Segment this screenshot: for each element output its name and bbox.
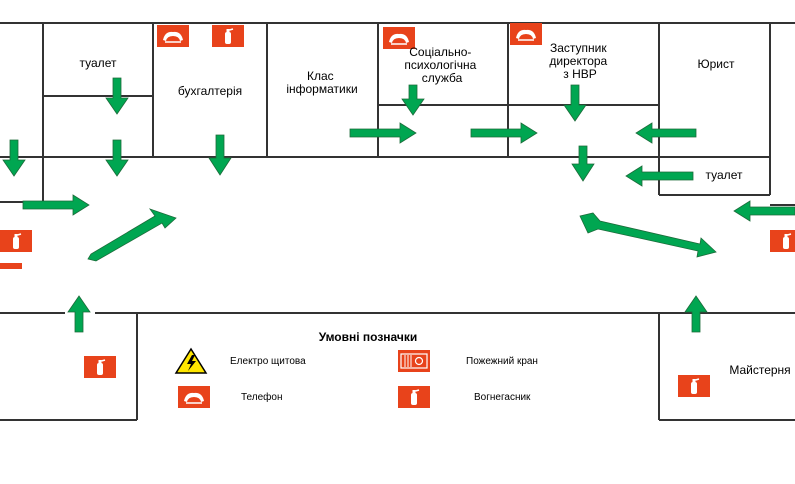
room-label-deputy-director: Заступник директора з НВР [549, 41, 610, 81]
room-label-workshop: Майстерня [729, 363, 790, 377]
legend-telephone-label: Телефон [241, 391, 282, 403]
evacuation-arrow [105, 139, 129, 177]
extinguisher-icon [397, 385, 431, 409]
telephone-icon [156, 24, 190, 48]
evacuation-arrow [470, 122, 538, 144]
evacuation-arrows [2, 77, 795, 333]
red-marker [0, 263, 22, 269]
room-label-lawyer: Юрист [698, 57, 736, 71]
evacuation-arrow [349, 122, 417, 144]
legend: Умовні позначки Електро щитова Пожежний … [175, 330, 538, 409]
legend-hydrant-label: Пожежний кран [466, 356, 538, 367]
extinguisher-icon [83, 355, 117, 379]
room-label-toilet-right: туалет [706, 168, 743, 182]
room-label-accounting: бухгалтерія [178, 84, 242, 98]
evacuation-arrow [22, 194, 90, 216]
evacuation-arrow [733, 200, 795, 222]
legend-extinguisher-label: Вогнегасник [474, 392, 531, 403]
room-label-toilet-top: туалет [80, 56, 117, 70]
evacuation-arrow [208, 134, 232, 176]
evacuation-arrow [401, 84, 425, 116]
evacuation-arrow [579, 212, 717, 258]
telephone-icon [177, 385, 211, 409]
walls [0, 22, 795, 421]
evacuation-arrow [563, 84, 587, 122]
extinguisher-icon [211, 24, 245, 48]
telephone-icon [509, 22, 543, 46]
fire-hydrant-icon [397, 349, 431, 373]
evacuation-arrow [684, 295, 708, 333]
evacuation-arrow [105, 77, 129, 115]
evacuation-arrow [625, 165, 694, 187]
legend-electrical-label: Електро щитова [230, 356, 306, 367]
extinguisher-icon [769, 229, 795, 253]
evacuation-arrow [67, 295, 91, 333]
extinguisher-icon [0, 229, 33, 253]
legend-title: Умовні позначки [319, 330, 418, 344]
evacuation-arrow [87, 208, 177, 262]
room-label-computer-class: Клас інформатики [286, 69, 357, 96]
room-label-social-service: Соціально- психологічна служба [404, 45, 479, 85]
electrical-warning-icon [175, 348, 207, 374]
evacuation-arrow [635, 122, 697, 144]
extinguisher-icon [677, 374, 711, 398]
evacuation-arrow [571, 145, 595, 182]
evacuation-arrow [2, 139, 26, 177]
